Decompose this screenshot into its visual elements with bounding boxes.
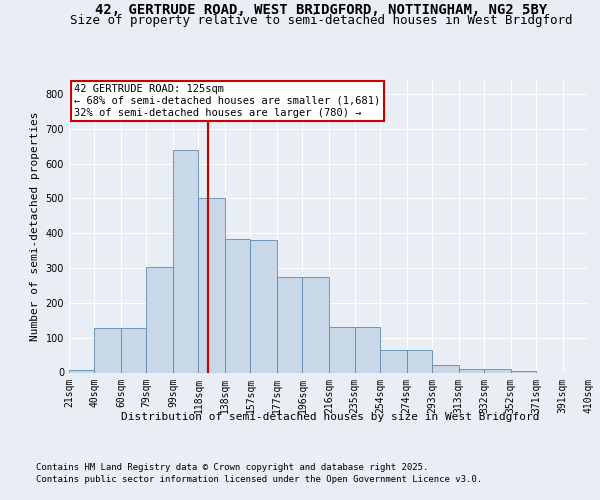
Bar — [484, 369, 511, 372]
Bar — [173, 150, 199, 372]
Bar — [511, 371, 536, 372]
Text: Distribution of semi-detached houses by size in West Bridgford: Distribution of semi-detached houses by … — [121, 412, 539, 422]
Bar — [355, 327, 380, 372]
Bar — [146, 268, 173, 372]
Bar — [250, 240, 277, 372]
Bar — [458, 369, 484, 372]
Bar — [69, 370, 94, 372]
Text: Contains public sector information licensed under the Open Government Licence v3: Contains public sector information licen… — [36, 475, 482, 484]
Bar — [277, 276, 302, 372]
Text: 42, GERTRUDE ROAD, WEST BRIDGFORD, NOTTINGHAM, NG2 5BY: 42, GERTRUDE ROAD, WEST BRIDGFORD, NOTTI… — [95, 2, 547, 16]
Bar — [329, 327, 355, 372]
Bar — [199, 198, 225, 372]
Bar — [432, 365, 458, 372]
Bar — [225, 239, 250, 372]
Bar — [121, 328, 146, 372]
Text: Size of property relative to semi-detached houses in West Bridgford: Size of property relative to semi-detach… — [70, 14, 572, 27]
Bar — [407, 350, 432, 372]
Text: Contains HM Land Registry data © Crown copyright and database right 2025.: Contains HM Land Registry data © Crown c… — [36, 464, 428, 472]
Bar — [94, 328, 121, 372]
Bar — [380, 350, 407, 372]
Text: 42 GERTRUDE ROAD: 125sqm
← 68% of semi-detached houses are smaller (1,681)
32% o: 42 GERTRUDE ROAD: 125sqm ← 68% of semi-d… — [74, 84, 380, 117]
Bar — [302, 276, 329, 372]
Y-axis label: Number of semi-detached properties: Number of semi-detached properties — [30, 112, 40, 341]
